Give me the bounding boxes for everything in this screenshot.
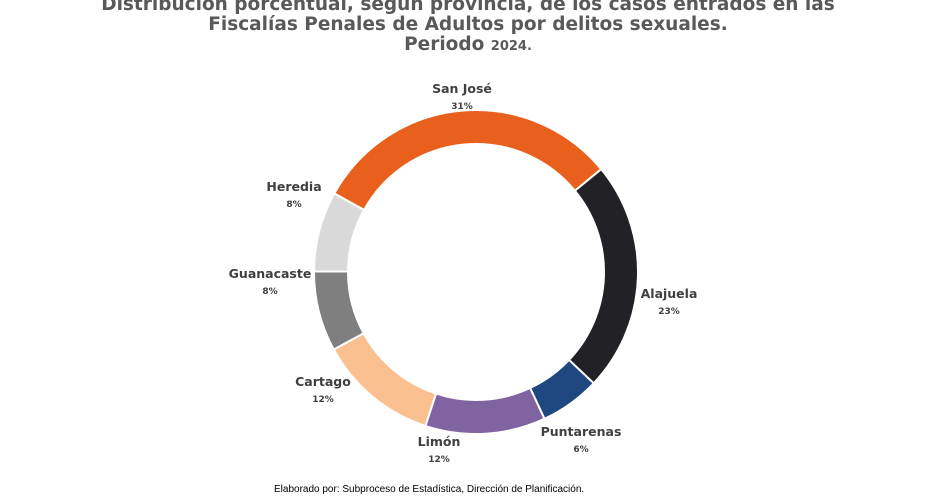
value-label-alajuela: 23% (658, 307, 680, 317)
chart-title-year: 2024. (490, 39, 532, 54)
chart-title-line-2: Fiscalías Penales de Adultos por delitos… (208, 14, 728, 35)
chart-title-period: Periodo (404, 34, 485, 55)
chart-title-line-1: Distribución porcentual, según provincia… (101, 0, 835, 15)
chart-title-line-3: Periodo 2024. (0, 35, 926, 57)
value-label-san-jose: 31% (451, 102, 473, 112)
label-cartago: Cartago (295, 374, 351, 389)
label-puntarenas: Puntarenas (541, 424, 622, 439)
slice-san-jose (332, 109, 603, 212)
value-label-puntarenas: 6% (573, 445, 588, 455)
donut-labels: San José 31% Alajuela 23% Puntarenas 6% Limón 1… (229, 81, 698, 465)
label-san-jose: San José (432, 81, 492, 96)
slice-alajuela (567, 167, 639, 385)
label-alajuela: Alajuela (641, 286, 698, 301)
value-label-heredia: 8% (286, 200, 301, 210)
source-footer: Elaborado por: Subproceso de Estadística… (274, 484, 585, 495)
value-label-guanacaste: 8% (262, 287, 277, 297)
slice-guanacaste (313, 270, 365, 351)
slice-limon (424, 386, 546, 435)
value-label-cartago: 12% (312, 395, 334, 405)
chart-title: Distribución porcentual, según provincia… (0, 0, 926, 57)
label-heredia: Heredia (266, 179, 321, 194)
donut-slices (312, 109, 639, 435)
label-guanacaste: Guanacaste (229, 266, 312, 281)
slice-heredia (312, 192, 366, 273)
value-label-limon: 12% (428, 455, 450, 465)
label-limon: Limón (418, 434, 461, 449)
